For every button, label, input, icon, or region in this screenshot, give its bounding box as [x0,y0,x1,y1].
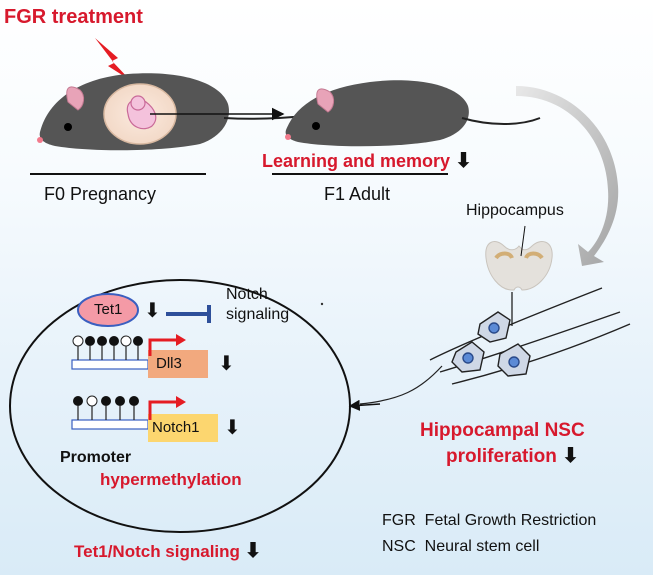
notch-label-line2: signaling [226,306,290,323]
nose-icon [285,134,291,140]
tet1-label: Tet1 [94,301,123,318]
learning-memory-label: Learning and memory ⬇ [262,150,472,172]
legend-full: Fetal Growth Restriction [424,512,597,529]
promoter-label: Promoter [60,449,132,466]
legend-abbr: NSC [382,538,416,555]
title: FGR treatment [4,6,143,28]
legend-row-nsc: NSC Neural stem cell [382,538,539,556]
curved-arrow-icon [516,86,619,266]
down-arrow-icon: ⬇ [218,353,235,375]
notch1-label: Notch1 [152,419,200,436]
hippocampus-label: Hippocampus [466,202,564,219]
hippocampus-pointer [520,225,526,257]
nose-icon [37,137,43,143]
dll3-gene [71,334,208,378]
nsc-label-line2: proliferation ⬇ [446,445,579,467]
f1-label: F1 Adult [324,184,391,204]
f0-mouse [37,73,331,151]
nsc-to-mechanism-arrow [348,399,381,411]
inhibition-arrow [166,305,211,323]
eye-icon [312,122,320,130]
hypermethylation-label: hypermethylation [100,470,242,489]
notch1-gene [71,395,218,442]
down-arrow-icon: ⬇ [455,150,472,172]
down-arrow-icon: ⬇ [224,417,241,439]
f0-label: F0 Pregnancy [44,184,157,204]
down-arrow-icon: ⬇ [244,540,262,562]
notch-label-line1: Notch [226,286,268,303]
eye-icon [64,123,72,131]
brain-icon [485,225,553,291]
stray-dot [320,302,324,306]
hippocampus-left [494,251,514,260]
legend-row-fgr: FGR Fetal Growth Restriction [382,512,596,530]
tet1-oval [77,293,139,327]
bottom-label: Tet1/Notch signaling ⬇ [74,540,262,562]
down-arrow-icon: ⬇ [144,300,161,322]
nsc-cells [359,287,631,405]
mechanism-ellipse [9,279,351,533]
legend-abbr: FGR [382,512,416,529]
down-arrow-icon: ⬇ [562,445,579,467]
hippocampus-right [524,251,544,260]
dll3-label: Dll3 [156,355,182,372]
lightning-icon [95,38,130,80]
ear-icon [316,88,335,113]
nsc-label-line1: Hippocampal NSC [420,420,585,441]
f1-mouse [285,80,541,147]
ear-icon [66,86,85,111]
legend-full: Neural stem cell [424,538,540,555]
